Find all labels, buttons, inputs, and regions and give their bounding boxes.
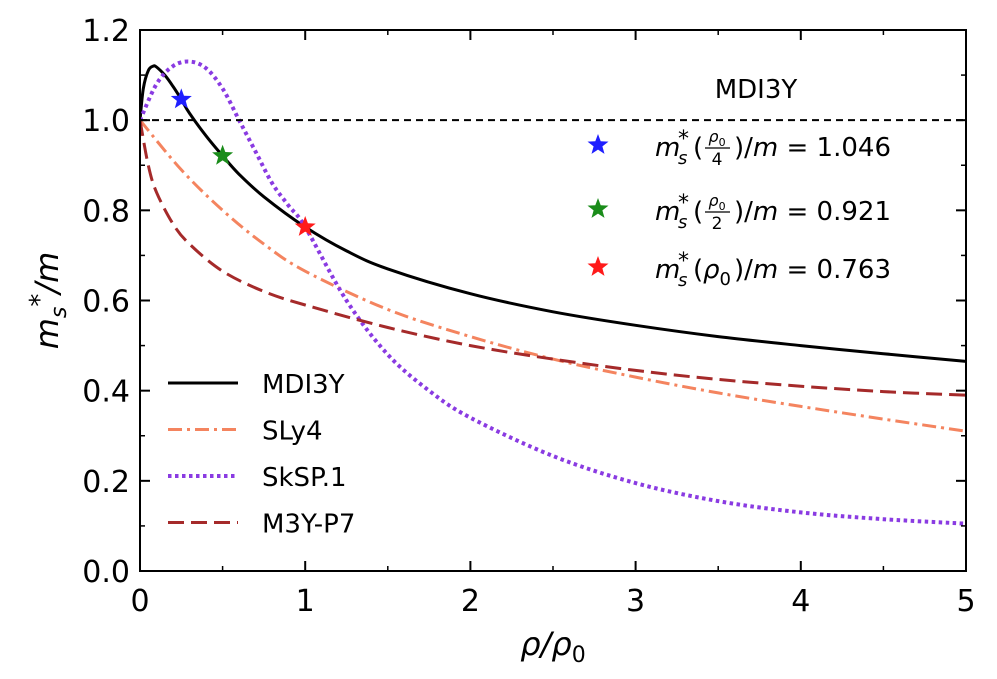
annotation-value-1: )/m = 1.046 [734,133,891,163]
x-tick-label: 1 [296,584,315,619]
annotation-mass-star: * [678,191,689,216]
annotation-value-3: )/m = 0.763 [734,255,891,285]
annotation-paren-open: ( [693,197,703,227]
annotation-mass-subscript: s [678,212,687,233]
annotation-mass-symbol: m [655,133,680,163]
annotation-mass-star: * [678,249,689,274]
series-line-sksp-1 [140,59,966,526]
annotation-mass-subscript: s [678,270,687,291]
annotation-frac-num: ρ0 [708,127,725,149]
annotation-frac-den: 2 [712,214,723,234]
series-line-sly4 [140,119,966,433]
annotation-mass-subscript: s [678,148,687,169]
legend-label-mdi3y: MDI3Y [262,370,345,400]
annotation-mass-symbol: m [655,255,680,285]
annotation-mass-star: * [678,127,689,152]
annotation-paren-open: ( [693,255,703,285]
x-tick-label: 2 [461,584,480,619]
y-axis-label-text: ms*/m [25,252,72,350]
x-tick-label: 5 [956,584,975,619]
x-axis-label-text: ρ/ρ0 [520,625,585,668]
legend-label-m3y-p7: M3Y-P7 [262,510,355,540]
y-tick-label: 0.4 [82,375,130,410]
x-tick-label: 3 [626,584,645,619]
series-curves [140,59,966,526]
y-tick-label: 1.0 [82,104,130,139]
legend-label-sksp-1: SkSP.1 [262,463,347,493]
annotation-frac-den: 4 [712,150,723,170]
marker-star-2 [212,144,234,165]
annotation-star-1 [587,134,609,154]
x-axis-label: ρ/ρ0 [520,625,585,668]
y-axis-label: ms*/m [25,252,72,350]
marker-star-3 [294,216,316,236]
markers [170,88,316,236]
annotation-model-name: MDI3Y [715,75,798,105]
legend-label-sly4: SLy4 [262,417,323,447]
x-tick-label: 4 [791,584,810,619]
series-line-m3y-p7 [140,119,966,397]
y-tick-label: 0.6 [82,285,130,320]
axis-ticks: 0 1 2 3 4 5 0.0 0.2 0.4 0.6 0.8 1.0 1.2 [82,14,975,619]
x-tick-label: 0 [130,584,149,619]
series-line-mdi3y [140,64,966,363]
y-tick-label: 0.8 [82,194,130,229]
annotation-value-2: )/m = 0.921 [734,197,891,227]
annotation-star-3 [587,256,609,276]
annotation-paren-open: ( [693,133,703,163]
annotation-frac-num: ρ0 [708,191,725,213]
y-tick-label: 0.0 [82,555,130,590]
annotation-arg: ρ0 [703,255,731,290]
annotation-mass-symbol: m [655,197,680,227]
marker-star-1 [170,88,192,109]
y-tick-label: 0.2 [82,465,130,500]
legend: MDI3Y SLy4 SkSP.1 M3Y-P7 [168,370,355,540]
y-tick-label: 1.2 [82,14,130,49]
annotation-star-2 [587,198,609,218]
